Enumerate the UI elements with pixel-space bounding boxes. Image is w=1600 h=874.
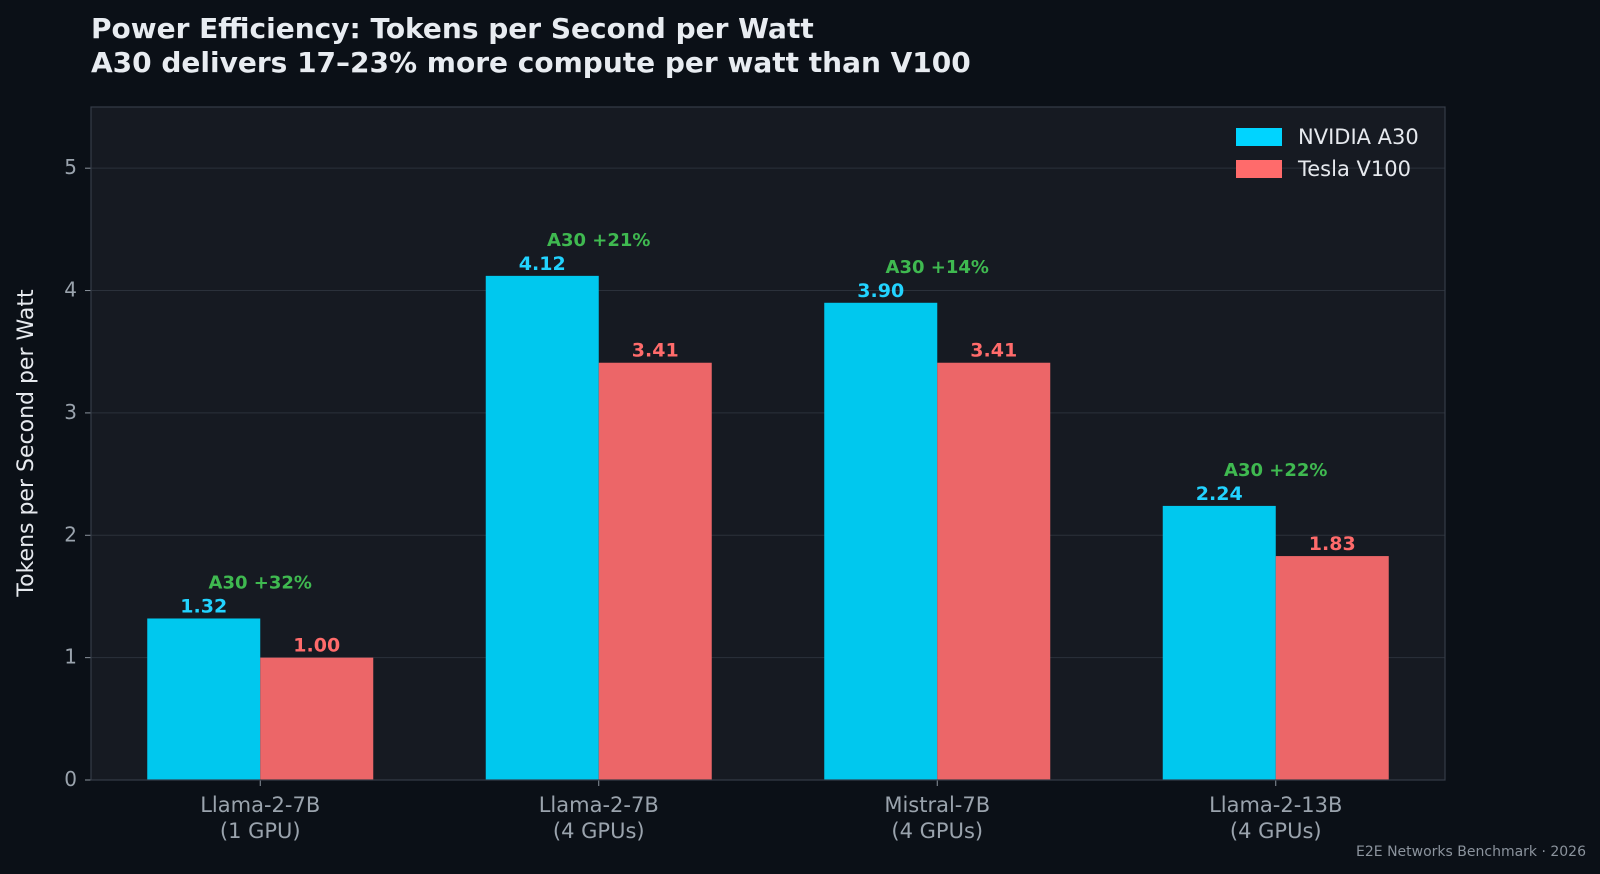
chart-title: Power Efficiency: Tokens per Second per … — [91, 12, 814, 45]
x-tick-label-model: Mistral-7B — [884, 793, 990, 817]
data-label-tesla-v100: 3.41 — [970, 340, 1017, 362]
data-label-nvidia-a30: 4.12 — [519, 253, 566, 275]
bar-nvidia-a30 — [1162, 505, 1276, 780]
data-label-tesla-v100: 3.41 — [632, 340, 679, 362]
y-tick-label: 3 — [64, 400, 77, 424]
x-tick-label-model: Llama-2-7B — [200, 793, 320, 817]
bar-tesla-v100 — [937, 362, 1051, 780]
source-note: E2E Networks Benchmark · 2026 — [1356, 844, 1586, 860]
x-tick-label-config: (4 GPUs) — [1230, 819, 1322, 843]
plot-frame — [90, 106, 1446, 781]
legend-swatch — [1236, 160, 1282, 178]
y-tick-label: 1 — [64, 645, 77, 669]
bar-tesla-v100 — [260, 657, 374, 780]
data-label-tesla-v100: 1.00 — [293, 635, 340, 657]
y-tick-label: 5 — [64, 155, 77, 179]
legend-label: NVIDIA A30 — [1298, 125, 1419, 149]
legend-swatch — [1236, 128, 1282, 146]
bar-nvidia-a30 — [485, 275, 599, 780]
data-label-nvidia-a30: 3.90 — [857, 280, 904, 302]
data-label-tesla-v100: 1.83 — [1309, 533, 1356, 555]
legend-label: Tesla V100 — [1297, 157, 1411, 181]
improvement-annotation: A30 +14% — [886, 257, 989, 278]
bar-nvidia-a30 — [824, 302, 938, 780]
y-tick-label: 4 — [64, 278, 77, 302]
bar-nvidia-a30 — [147, 618, 261, 780]
y-tick-label: 0 — [64, 767, 77, 791]
x-tick-label-config: (1 GPU) — [220, 819, 301, 843]
y-tick-label: 2 — [64, 522, 77, 546]
data-label-nvidia-a30: 2.24 — [1196, 483, 1243, 505]
improvement-annotation: A30 +22% — [1224, 460, 1327, 481]
bar-tesla-v100 — [598, 362, 712, 780]
x-tick-label-model: Llama-2-13B — [1209, 793, 1342, 817]
x-tick-label-model: Llama-2-7B — [539, 793, 659, 817]
y-axis-label: Tokens per Second per Watt — [14, 289, 39, 598]
improvement-annotation: A30 +32% — [209, 572, 312, 593]
improvement-annotation: A30 +21% — [547, 230, 650, 251]
bar-tesla-v100 — [1275, 556, 1389, 780]
data-label-nvidia-a30: 1.32 — [180, 595, 227, 617]
x-tick-label-config: (4 GPUs) — [891, 819, 983, 843]
chart-subtitle: A30 delivers 17–23% more compute per wat… — [91, 46, 971, 79]
chart-title-block: Power Efficiency: Tokens per Second per … — [91, 12, 971, 80]
x-tick-label-config: (4 GPUs) — [553, 819, 645, 843]
